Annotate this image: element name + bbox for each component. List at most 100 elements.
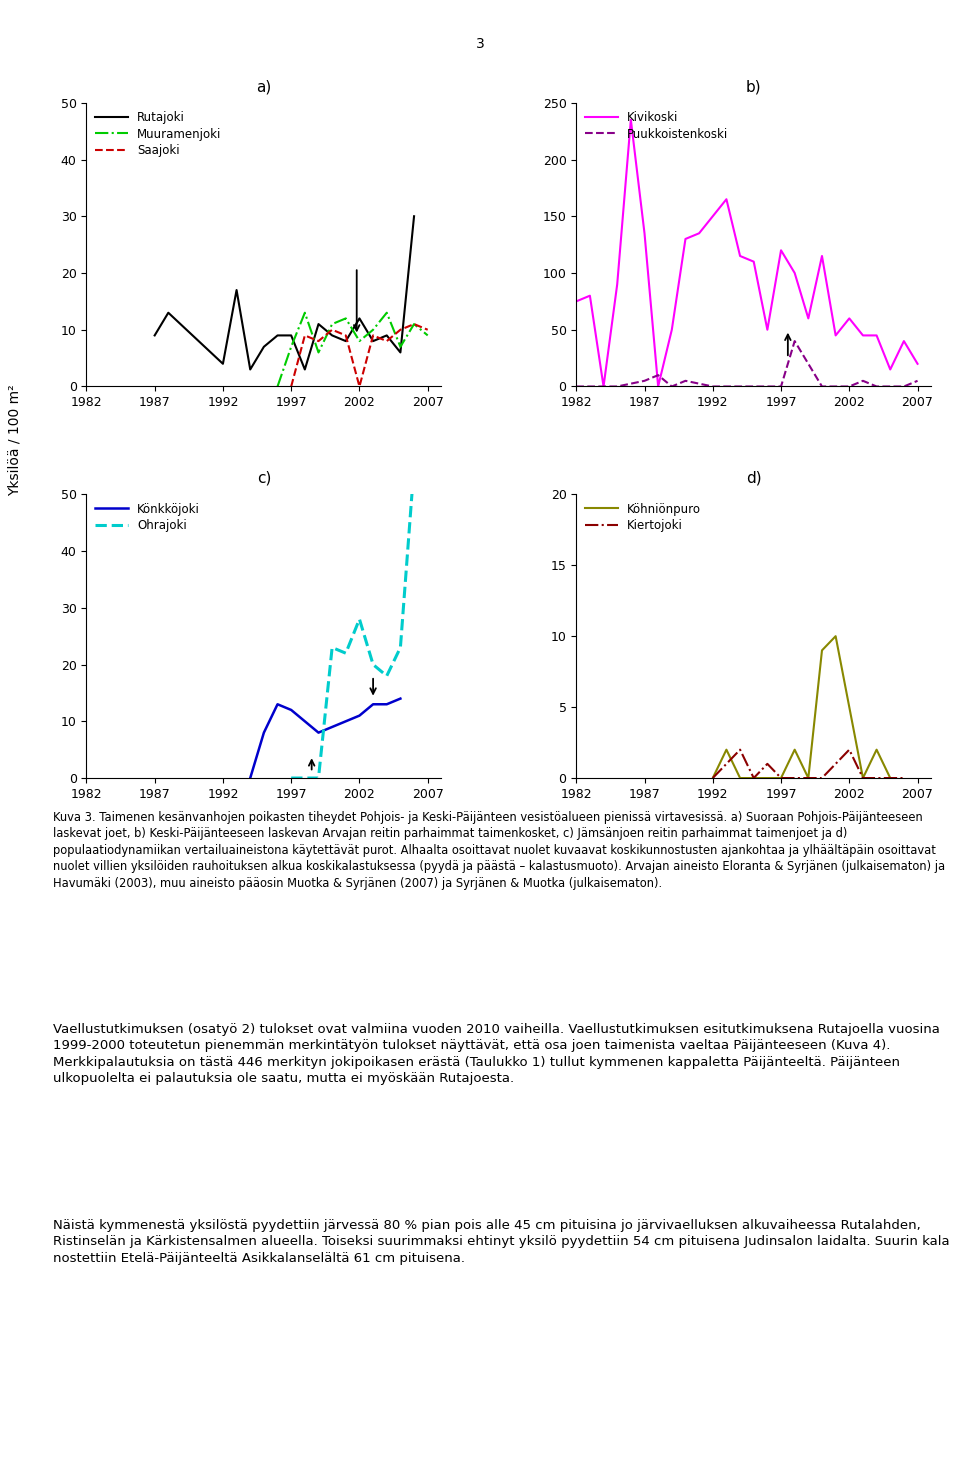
Rutajoki — [353, 310, 365, 327]
Puukkoistenkoski — [598, 377, 610, 395]
Puukkoistenkoski — [570, 377, 582, 395]
Ohrajoki — [326, 639, 338, 656]
Köhniönpuro — [707, 769, 718, 787]
Köhniönpuro — [789, 741, 801, 759]
Könkköjoki — [326, 718, 338, 735]
Muuramenjoki — [368, 321, 379, 339]
Kiertojoki — [721, 755, 732, 772]
Köhniönpuro — [721, 741, 732, 759]
Puukkoistenkoski — [857, 371, 869, 389]
Legend: Könkköjoki, Ohrajoki: Könkköjoki, Ohrajoki — [92, 501, 203, 534]
Könkköjoki — [272, 696, 283, 713]
Puukkoistenkoski — [899, 377, 910, 395]
Rutajoki — [258, 338, 270, 355]
Kivikoski — [638, 225, 650, 242]
Rutajoki — [149, 326, 160, 344]
Muuramenjoki — [395, 338, 406, 355]
Könkköjoki — [395, 690, 406, 708]
Kivikoski — [776, 242, 787, 260]
Rutajoki — [340, 332, 351, 349]
Ohrajoki — [353, 611, 365, 628]
Könkköjoki — [340, 712, 351, 730]
Line: Kiertojoki: Kiertojoki — [712, 750, 904, 778]
Rutajoki — [381, 326, 393, 344]
Legend: Kivikoski, Puukkoistenkoski: Kivikoski, Puukkoistenkoski — [582, 109, 731, 142]
Ohrajoki — [313, 769, 324, 787]
Kivikoski — [761, 321, 773, 339]
Puukkoistenkoski — [912, 371, 924, 389]
Kiertojoki — [899, 769, 910, 787]
Saajoki — [381, 332, 393, 349]
Muuramenjoki — [313, 344, 324, 361]
Ohrajoki — [395, 639, 406, 656]
Line: Muuramenjoki: Muuramenjoki — [277, 313, 428, 386]
Köhniönpuro — [803, 769, 814, 787]
Kivikoski — [899, 332, 910, 349]
Line: Rutajoki: Rutajoki — [155, 216, 414, 370]
Rutajoki — [368, 332, 379, 349]
Line: Puukkoistenkoski: Puukkoistenkoski — [576, 341, 918, 386]
Kiertojoki — [776, 769, 787, 787]
Text: c): c) — [256, 471, 271, 486]
Kivikoski — [734, 247, 746, 264]
Köhniönpuro — [844, 699, 855, 716]
Ohrajoki — [422, 457, 434, 474]
Saajoki — [285, 377, 297, 395]
Puukkoistenkoski — [884, 377, 896, 395]
Köhniönpuro — [829, 627, 841, 644]
Muuramenjoki — [285, 338, 297, 355]
Köhniönpuro — [734, 769, 746, 787]
Kiertojoki — [871, 769, 882, 787]
Kiertojoki — [789, 769, 801, 787]
Legend: Köhniönpuro, Kiertojoki: Köhniönpuro, Kiertojoki — [582, 501, 704, 534]
Ohrajoki — [285, 769, 297, 787]
Ohrajoki — [368, 656, 379, 674]
Line: Könkköjoki: Könkköjoki — [251, 699, 400, 778]
Kivikoski — [829, 326, 841, 344]
Könkköjoki — [258, 724, 270, 741]
Ohrajoki — [408, 457, 420, 474]
Text: a): a) — [256, 79, 272, 94]
Puukkoistenkoski — [776, 377, 787, 395]
Kiertojoki — [884, 769, 896, 787]
Puukkoistenkoski — [844, 377, 855, 395]
Kivikoski — [680, 230, 691, 248]
Köhniönpuro — [776, 769, 787, 787]
Text: d): d) — [746, 471, 761, 486]
Line: Köhniönpuro: Köhniönpuro — [712, 636, 890, 778]
Saajoki — [395, 321, 406, 339]
Kivikoski — [857, 326, 869, 344]
Könkköjoki — [245, 769, 256, 787]
Kiertojoki — [748, 769, 759, 787]
Kivikoski — [748, 252, 759, 270]
Kiertojoki — [761, 755, 773, 772]
Köhniönpuro — [816, 642, 828, 659]
Puukkoistenkoski — [666, 377, 678, 395]
Text: Kuva 3. Taimenen kesänvanhojen poikasten tiheydet Pohjois- ja Keski-Päijänteen v: Kuva 3. Taimenen kesänvanhojen poikasten… — [53, 810, 945, 890]
Kivikoski — [884, 361, 896, 379]
Könkköjoki — [313, 724, 324, 741]
Kivikoski — [803, 310, 814, 327]
Puukkoistenkoski — [789, 332, 801, 349]
Kiertojoki — [829, 755, 841, 772]
Kivikoski — [871, 326, 882, 344]
Muuramenjoki — [408, 316, 420, 333]
Kivikoski — [721, 191, 732, 208]
Saajoki — [313, 332, 324, 349]
Puukkoistenkoski — [721, 377, 732, 395]
Kivikoski — [789, 264, 801, 282]
Puukkoistenkoski — [653, 367, 664, 385]
Kiertojoki — [844, 741, 855, 759]
Kiertojoki — [857, 769, 869, 787]
Köhniönpuro — [884, 769, 896, 787]
Kiertojoki — [803, 769, 814, 787]
Kivikoski — [584, 286, 595, 304]
Saajoki — [368, 326, 379, 344]
Kivikoski — [693, 225, 705, 242]
Rutajoki — [230, 282, 242, 299]
Könkköjoki — [300, 712, 311, 730]
Ohrajoki — [300, 769, 311, 787]
Kiertojoki — [816, 769, 828, 787]
Line: Kivikoski: Kivikoski — [576, 120, 918, 386]
Rutajoki — [408, 207, 420, 225]
